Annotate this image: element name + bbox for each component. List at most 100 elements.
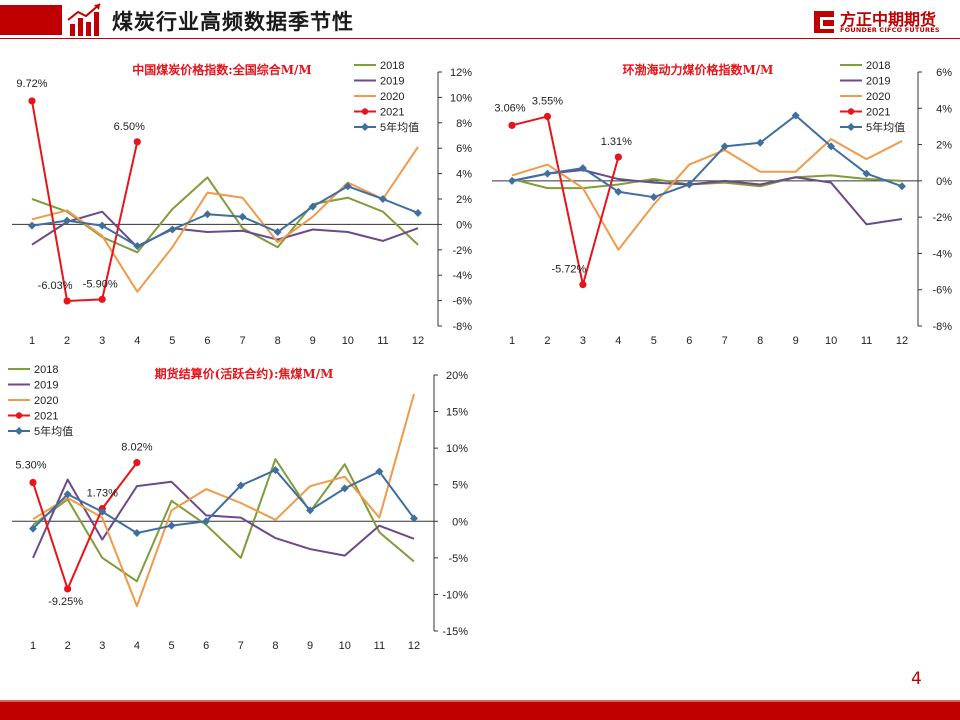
series-avg-point (720, 142, 729, 151)
x-tick-label: 8 (757, 335, 763, 347)
series-line-3 (511, 115, 620, 286)
series-2021-point (28, 97, 36, 105)
x-tick-label: 6 (204, 335, 210, 347)
series-avg-point (308, 202, 317, 211)
x-tick-label: 2 (65, 640, 71, 652)
y-tick-label: -15% (442, 626, 468, 638)
data-label: 6.50% (114, 121, 145, 133)
x-tick-label: 10 (339, 640, 351, 652)
x-tick-label: 4 (615, 335, 621, 347)
company-logo: 方正中期期货 FOUNDER CIFCO FUTURES (812, 6, 952, 38)
legend-label: 2018 (34, 364, 58, 376)
chart-svg: 期货结算价(活跃合约):焦煤M/M 20% 15% 10% 5% 0% -5% -10% -15… (8, 364, 468, 652)
series-avg-point (378, 195, 387, 203)
footer-accent-line (0, 700, 960, 702)
y-tick-label: 2% (456, 194, 472, 206)
x-tick-label: 11 (377, 335, 388, 347)
series-avg-point (273, 228, 282, 237)
data-label: -5.72% (551, 264, 586, 276)
x-tick-label: 8 (272, 640, 278, 652)
y-tick-label: 10% (450, 92, 472, 104)
legend-label: 5年均值 (380, 120, 419, 134)
series-avg-point (306, 506, 315, 515)
series-2021-point (579, 281, 587, 289)
x-tick-label: 6 (203, 640, 209, 652)
x-tick-label: 4 (134, 640, 140, 652)
y-tick-label: 0% (456, 219, 472, 231)
x-tick-label: 10 (342, 335, 354, 347)
series-2021-point (543, 112, 552, 121)
y-tick-label: 2% (936, 140, 952, 152)
data-label: 9.72% (16, 78, 47, 90)
chart-svg: 中国煤炭价格指数:全国综合M/M 12% 10% 8% 6% 4% 2% 0% -2% -4% -6… (12, 60, 472, 347)
legend-label: 2021 (34, 411, 58, 423)
series-line-1 (511, 168, 903, 226)
legend-label: 5年均值 (34, 424, 73, 438)
data-label: 3.06% (494, 102, 525, 114)
series-avg-point (236, 481, 245, 490)
page-header: 煤炭行业高频数据季节性 方正中期期货 FOUNDER CIFCO FUTURES (0, 0, 960, 44)
series-line-2 (31, 146, 419, 293)
footer-bar (0, 702, 960, 720)
y-tick-label: 12% (450, 67, 472, 79)
series-line-4 (31, 185, 419, 247)
legend-label: 5年均值 (866, 120, 905, 134)
series-avg-point (756, 138, 765, 147)
series-avg-point (414, 208, 422, 217)
y-tick-label: -8% (932, 321, 952, 333)
legend-label: 2018 (380, 60, 404, 72)
data-label: 1.73% (87, 488, 118, 500)
legend-label: 2020 (866, 91, 890, 103)
series-avg-point (543, 169, 552, 178)
series-line-1 (31, 210, 419, 249)
page-title: 煤炭行业高频数据季节性 (112, 10, 354, 34)
legend-label: 2021 (380, 107, 404, 119)
chart-svg: 环渤海动力煤价格指数M/M 6%4%2%0%-2%-4%-6%-8%1 2 3 4 5 6 7… (492, 60, 952, 347)
x-tick-label: 12 (408, 640, 420, 652)
data-label: 8.02% (121, 442, 152, 454)
chart-coking-coal-futures: 期货结算价(活跃合约):焦煤M/M 20% 15% 10% 5% 0% -5% -10% -15… (0, 360, 480, 660)
series-line-3 (31, 100, 139, 302)
series-avg-point (685, 180, 694, 189)
y-tick-label: -2% (452, 245, 472, 257)
series-avg-point (340, 484, 349, 493)
y-tick-label: -8% (452, 321, 472, 333)
series-avg-point (578, 164, 587, 173)
x-tick-label: 12 (412, 335, 424, 347)
y-tick-label: 6% (456, 143, 472, 155)
y-tick-label: -2% (932, 212, 952, 224)
legend-label: 2019 (866, 76, 890, 88)
series-avg-point (168, 225, 177, 234)
series-avg-point (614, 187, 623, 196)
y-tick-label: 20% (446, 370, 468, 382)
series-avg-point (63, 216, 72, 225)
x-tick-label: 6 (686, 335, 692, 347)
y-tick-label: -4% (932, 248, 952, 260)
y-tick-label: -5% (448, 553, 468, 565)
chart-coal-price-index: 中国煤炭价格指数:全国综合M/M 12% 10% 8% 6% 4% 2% 0% -2% -4% -6… (0, 52, 480, 357)
data-label: 1.31% (601, 136, 632, 148)
y-tick-label: 10% (446, 443, 468, 455)
x-tick-label: 5 (169, 335, 175, 347)
series-2021-point (64, 585, 72, 593)
legend-marker (15, 427, 23, 435)
x-tick-label: 12 (896, 335, 908, 347)
x-tick-label: 5 (651, 335, 657, 347)
series-2021-point (614, 153, 622, 161)
series-avg-point (898, 182, 906, 191)
x-tick-label: 9 (307, 640, 313, 652)
y-tick-label: 15% (446, 407, 468, 419)
y-tick-label: 0% (936, 176, 952, 188)
data-label: 5.30% (15, 460, 46, 472)
chart-title: 中国煤炭价格指数:全国综合M/M (132, 62, 311, 77)
x-tick-label: 3 (580, 335, 586, 347)
series-avg-point (203, 210, 212, 219)
series-2021-point (133, 459, 141, 467)
y-tick-label: 0% (452, 516, 468, 528)
y-tick-label: 6% (936, 67, 952, 79)
series-2021-point (98, 295, 106, 303)
series-avg-point (133, 241, 142, 250)
legend-label: 2018 (866, 60, 890, 72)
series-2021-point (508, 121, 516, 129)
x-tick-label: 8 (275, 335, 281, 347)
